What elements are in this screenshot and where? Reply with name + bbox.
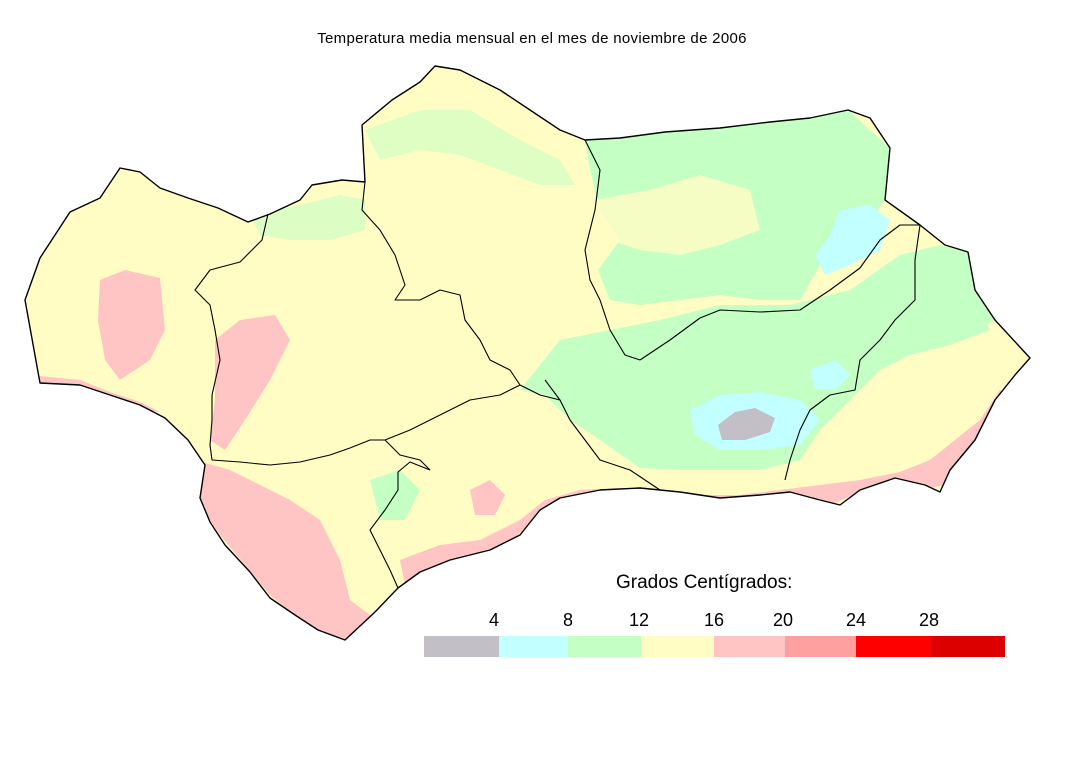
boundary-cadiz-malaga (369, 461, 431, 589)
boundary-huelva-sevilla (194, 213, 269, 461)
legend-tick-16: 16 (703, 610, 725, 630)
zone-16-20-huelva-coast (98, 270, 165, 380)
zone-8-12-almeria (860, 300, 990, 370)
zone-4-8-filabres (810, 360, 850, 390)
legend-tick-20: 20 (772, 610, 794, 630)
boundary-granada-almeria (784, 224, 921, 481)
legend-title: Grados Centígrados: (616, 572, 793, 593)
zone-8-12-north-sierra-morena (365, 110, 575, 185)
province-boundaries (194, 139, 921, 589)
legend-tick-28: 28 (918, 610, 940, 630)
legend-tick-12: 12 (628, 610, 650, 630)
zone-lt4-sierra-nevada-peak (718, 408, 775, 440)
zone-8-12-huelva-north (250, 195, 365, 240)
legend-swatch-4-8 (499, 636, 568, 657)
boundary-sevilla-cordoba (361, 181, 521, 441)
legend-swatch-lt4 (424, 636, 499, 657)
zone-16-20-antequera (470, 480, 505, 515)
zone-16-20-cadiz (195, 460, 370, 640)
map-title: Temperatura media mensual en el mes de n… (317, 30, 747, 47)
legend-tick-8: 8 (562, 610, 573, 630)
boundary-jaen-granada (639, 224, 920, 361)
zone-16-20-guadalquivir (210, 315, 290, 450)
zone-12-16-jaen-interior (595, 175, 760, 255)
region-outline (24, 65, 1031, 641)
legend-swatch-8-12 (568, 636, 641, 657)
legend-swatch-20-24 (785, 636, 856, 657)
legend-swatch-12-16 (641, 636, 714, 657)
legend-swatch-16-20 (714, 636, 785, 657)
legend-swatch-gt28 (931, 636, 1005, 657)
legend-tick-4: 4 (488, 610, 499, 630)
zone-4-8-sierra-cazorla (815, 205, 890, 275)
zone-8-12-granada (520, 245, 995, 470)
legend-tick-24: 24 (845, 610, 867, 630)
boundary-sevilla-cadiz (211, 439, 431, 471)
boundary-malaga-granada-b (519, 384, 561, 401)
boundary-cordoba-jaen (584, 139, 641, 361)
legend-swatch-24-28 (856, 636, 931, 657)
